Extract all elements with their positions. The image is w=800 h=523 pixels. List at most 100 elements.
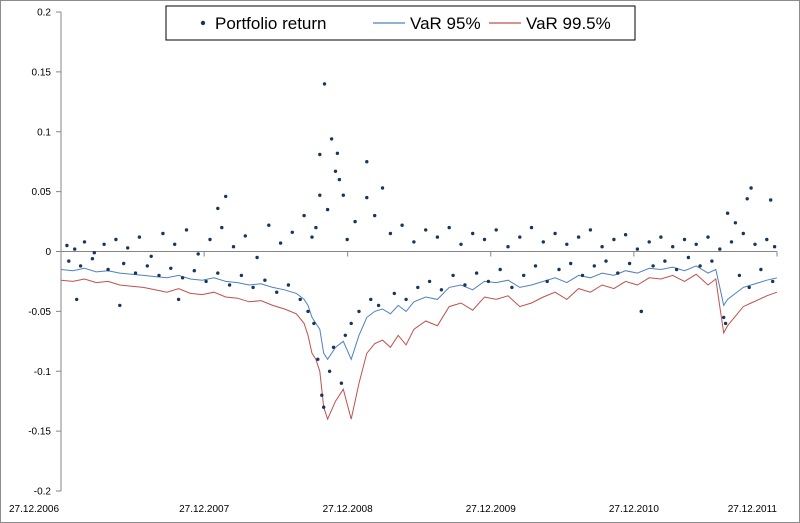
return-point: [623, 233, 628, 237]
return-point: [482, 237, 487, 242]
return-point: [749, 186, 753, 190]
return-point: [565, 242, 569, 246]
return-point: [302, 213, 306, 218]
return-point: [647, 240, 651, 244]
return-point: [102, 242, 106, 246]
return-point: [255, 255, 259, 260]
return-point: [149, 254, 153, 258]
return-point: [765, 237, 769, 242]
return-point: [263, 278, 267, 282]
return-point: [769, 198, 773, 202]
return-point: [494, 228, 498, 232]
return-point: [373, 213, 377, 218]
return-point: [439, 288, 444, 292]
return-point: [133, 271, 138, 275]
return-point: [314, 225, 318, 230]
return-point: [126, 246, 130, 250]
return-point: [376, 303, 381, 308]
return-point: [759, 267, 763, 272]
return-point: [318, 193, 322, 197]
return-point: [580, 273, 585, 278]
return-point: [65, 243, 69, 248]
x-tick-label: 27.12.2007: [179, 504, 229, 515]
return-point: [747, 285, 751, 290]
return-point: [239, 273, 244, 278]
return-point: [322, 82, 327, 86]
return-point: [92, 251, 97, 255]
return-point: [753, 242, 757, 246]
return-point: [331, 345, 336, 349]
return-point: [161, 231, 165, 236]
return-point: [392, 291, 396, 296]
return-point: [325, 207, 330, 212]
return-point: [659, 235, 663, 239]
return-point: [278, 241, 283, 245]
return-point: [771, 279, 775, 284]
y-tick-label: 0.15: [32, 67, 52, 78]
return-point: [772, 245, 777, 249]
return-point: [698, 264, 702, 268]
return-point: [388, 231, 393, 236]
return-point: [318, 152, 322, 157]
return-point: [718, 247, 722, 251]
return-point: [412, 240, 416, 244]
return-point: [424, 228, 428, 232]
return-point: [310, 235, 314, 239]
return-point: [306, 309, 310, 314]
return-point: [243, 234, 247, 238]
return-point: [541, 240, 545, 244]
return-point: [671, 245, 675, 249]
return-point: [510, 285, 514, 290]
y-tick-label: -0.2: [34, 487, 52, 498]
return-point: [506, 245, 510, 249]
return-point: [196, 252, 200, 256]
return-point: [118, 303, 122, 308]
return-point: [557, 267, 561, 272]
return-point: [251, 285, 255, 290]
return-point: [322, 405, 326, 409]
return-point: [75, 297, 79, 302]
return-point: [612, 237, 616, 242]
return-point: [157, 273, 161, 278]
return-point: [78, 264, 83, 268]
legend: Portfolio return VaR 95% VaR 99.5%: [165, 5, 636, 41]
return-point: [137, 235, 142, 239]
return-point: [553, 231, 557, 236]
return-point: [353, 219, 357, 224]
x-tick-label: 27.12.2010: [609, 504, 659, 515]
var995-line: [60, 273, 778, 421]
return-point: [416, 285, 420, 290]
return-point: [682, 237, 687, 242]
return-point: [576, 235, 581, 239]
return-point: [674, 267, 679, 272]
return-point: [341, 193, 345, 197]
return-point: [471, 231, 475, 236]
return-point: [312, 321, 316, 326]
return-point: [337, 177, 342, 182]
return-point: [663, 259, 667, 263]
return-point: [400, 223, 404, 227]
return-point: [369, 297, 373, 302]
return-point: [518, 235, 522, 239]
y-tick-label: 0: [45, 247, 51, 258]
return-point: [114, 237, 118, 242]
return-point: [498, 267, 502, 272]
return-point: [722, 315, 726, 320]
return-point: [545, 279, 549, 284]
return-point: [176, 297, 181, 302]
series-lines: [60, 265, 778, 421]
return-point: [216, 271, 220, 275]
return-point: [651, 264, 655, 268]
return-point: [365, 160, 369, 164]
return-point: [290, 230, 294, 234]
scatter-points: [65, 82, 777, 409]
x-tick-labels: 27.12.2006 27.12.2007 27.12.2008 27.12.2009…: [9, 504, 777, 515]
return-point: [427, 279, 432, 284]
return-point: [604, 259, 608, 263]
return-point: [529, 225, 534, 230]
y-tick-label: 0.05: [32, 187, 52, 198]
return-point: [380, 186, 385, 190]
return-point: [184, 228, 189, 232]
return-point: [639, 309, 643, 314]
